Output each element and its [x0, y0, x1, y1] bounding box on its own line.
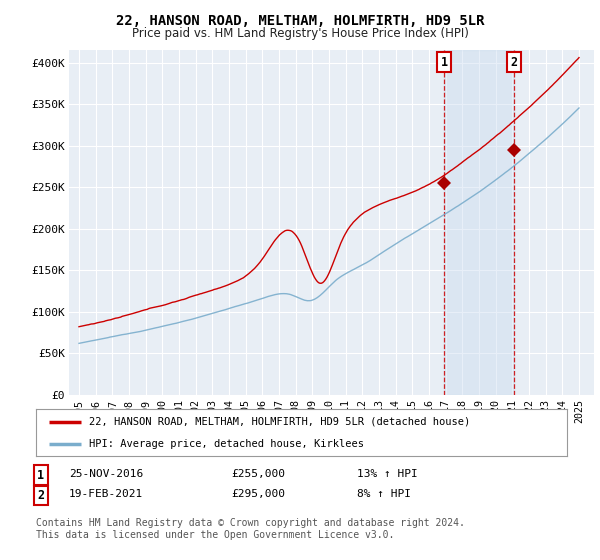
Text: Price paid vs. HM Land Registry's House Price Index (HPI): Price paid vs. HM Land Registry's House …	[131, 27, 469, 40]
Text: HPI: Average price, detached house, Kirklees: HPI: Average price, detached house, Kirk…	[89, 438, 364, 449]
Text: 13% ↑ HPI: 13% ↑ HPI	[357, 469, 418, 479]
Text: 22, HANSON ROAD, MELTHAM, HOLMFIRTH, HD9 5LR (detached house): 22, HANSON ROAD, MELTHAM, HOLMFIRTH, HD9…	[89, 417, 470, 427]
Text: 22, HANSON ROAD, MELTHAM, HOLMFIRTH, HD9 5LR: 22, HANSON ROAD, MELTHAM, HOLMFIRTH, HD9…	[116, 14, 484, 28]
Text: 1: 1	[440, 55, 448, 68]
Text: 25-NOV-2016: 25-NOV-2016	[69, 469, 143, 479]
Text: 19-FEB-2021: 19-FEB-2021	[69, 489, 143, 499]
Text: Contains HM Land Registry data © Crown copyright and database right 2024.
This d: Contains HM Land Registry data © Crown c…	[36, 518, 465, 540]
Text: 8% ↑ HPI: 8% ↑ HPI	[357, 489, 411, 499]
Text: £295,000: £295,000	[231, 489, 285, 499]
Bar	[444, 50, 514, 395]
Text: 2: 2	[37, 489, 44, 502]
Text: 2: 2	[511, 55, 518, 68]
Text: 1: 1	[37, 469, 44, 482]
Text: £255,000: £255,000	[231, 469, 285, 479]
